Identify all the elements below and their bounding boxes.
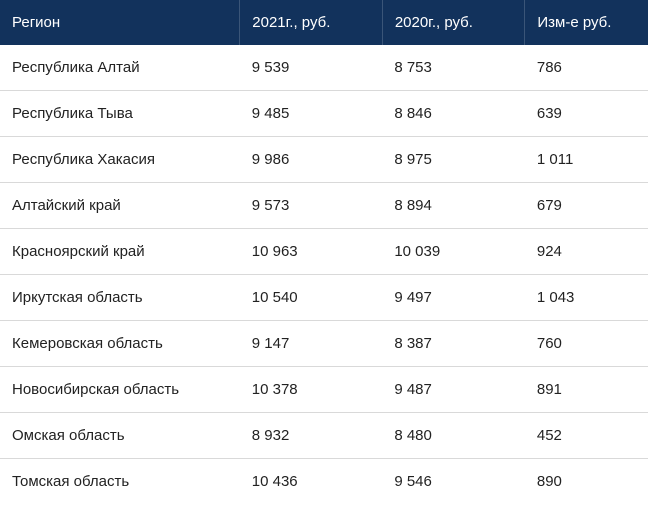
table-row: Республика Алтай 9 539 8 753 786 — [0, 45, 648, 91]
cell-region: Красноярский край — [0, 229, 240, 275]
cell-2021: 9 539 — [240, 45, 383, 91]
table-row: Республика Тыва 9 485 8 846 639 — [0, 91, 648, 137]
cell-2020: 9 497 — [382, 275, 525, 321]
cell-region: Омская область — [0, 413, 240, 459]
cell-2020: 8 846 — [382, 91, 525, 137]
cell-diff: 452 — [525, 413, 648, 459]
cell-2020: 9 487 — [382, 367, 525, 413]
column-header-2021: 2021г., руб. — [240, 0, 383, 45]
cell-diff: 679 — [525, 183, 648, 229]
cell-2021: 9 485 — [240, 91, 383, 137]
cell-diff: 890 — [525, 459, 648, 505]
cell-diff: 639 — [525, 91, 648, 137]
column-header-diff: Изм-е руб. — [525, 0, 648, 45]
column-header-region: Регион — [0, 0, 240, 45]
column-header-2020: 2020г., руб. — [382, 0, 525, 45]
cell-diff: 891 — [525, 367, 648, 413]
cell-2021: 10 436 — [240, 459, 383, 505]
cell-region: Новосибирская область — [0, 367, 240, 413]
table-row: Республика Хакасия 9 986 8 975 1 011 — [0, 137, 648, 183]
cell-2021: 10 963 — [240, 229, 383, 275]
table-row: Новосибирская область 10 378 9 487 891 — [0, 367, 648, 413]
cell-region: Республика Алтай — [0, 45, 240, 91]
cell-diff: 760 — [525, 321, 648, 367]
cell-2021: 9 147 — [240, 321, 383, 367]
cell-region: Иркутская область — [0, 275, 240, 321]
table-row: Кемеровская область 9 147 8 387 760 — [0, 321, 648, 367]
cell-2021: 10 378 — [240, 367, 383, 413]
cell-diff: 924 — [525, 229, 648, 275]
cell-region: Томская область — [0, 459, 240, 505]
cell-region: Алтайский край — [0, 183, 240, 229]
table-header-row: Регион 2021г., руб. 2020г., руб. Изм-е р… — [0, 0, 648, 45]
cell-2021: 10 540 — [240, 275, 383, 321]
cell-2020: 10 039 — [382, 229, 525, 275]
cell-2021: 9 573 — [240, 183, 383, 229]
cell-2021: 9 986 — [240, 137, 383, 183]
cell-2020: 8 975 — [382, 137, 525, 183]
cell-2020: 8 894 — [382, 183, 525, 229]
pension-table: Регион 2021г., руб. 2020г., руб. Изм-е р… — [0, 0, 648, 504]
cell-2020: 8 480 — [382, 413, 525, 459]
table-row: Красноярский край 10 963 10 039 924 — [0, 229, 648, 275]
table-row: Омская область 8 932 8 480 452 — [0, 413, 648, 459]
cell-region: Республика Тыва — [0, 91, 240, 137]
table-row: Томская область 10 436 9 546 890 — [0, 459, 648, 505]
table-row: Алтайский край 9 573 8 894 679 — [0, 183, 648, 229]
cell-diff: 1 011 — [525, 137, 648, 183]
table-body: Республика Алтай 9 539 8 753 786 Республ… — [0, 45, 648, 504]
cell-diff: 786 — [525, 45, 648, 91]
cell-2020: 9 546 — [382, 459, 525, 505]
cell-2020: 8 753 — [382, 45, 525, 91]
cell-2021: 8 932 — [240, 413, 383, 459]
cell-2020: 8 387 — [382, 321, 525, 367]
cell-region: Кемеровская область — [0, 321, 240, 367]
cell-region: Республика Хакасия — [0, 137, 240, 183]
cell-diff: 1 043 — [525, 275, 648, 321]
table-row: Иркутская область 10 540 9 497 1 043 — [0, 275, 648, 321]
